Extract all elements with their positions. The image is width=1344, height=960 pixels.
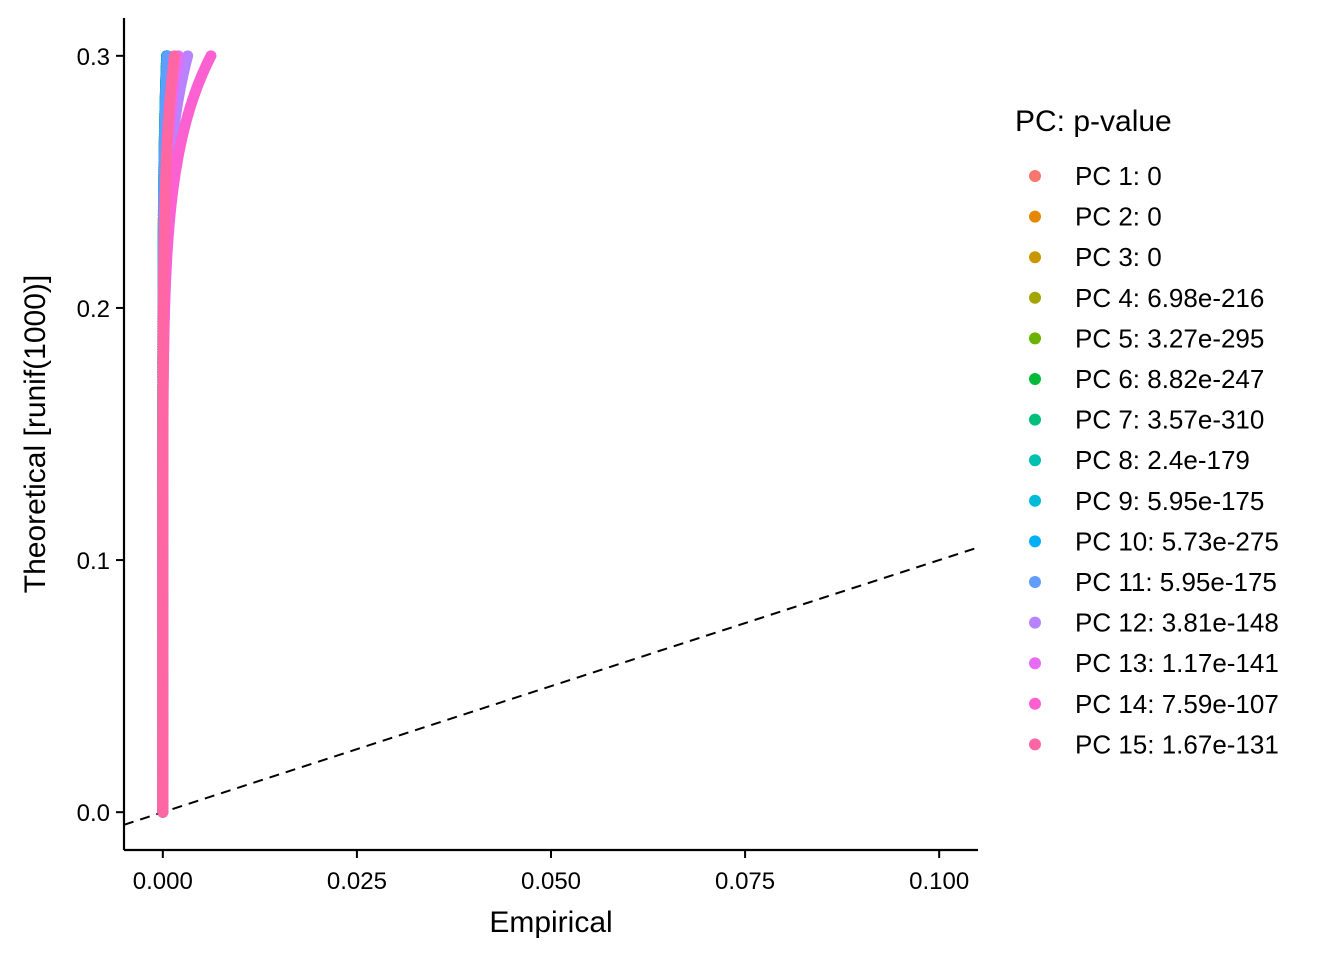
legend-label: PC 14: 7.59e-107 bbox=[1075, 689, 1279, 719]
legend-items: PC 1: 0 PC 2: 0 PC 3: 0 PC 4: 6.98e-216 PC 5… bbox=[1029, 161, 1279, 759]
legend-swatch bbox=[1029, 413, 1041, 426]
legend-item: PC 2: 0 bbox=[1029, 202, 1162, 232]
data-point bbox=[168, 50, 180, 62]
x-axis-ticks: 0.000 0.025 0.050 0.075 0.100 bbox=[133, 850, 969, 895]
legend-item: PC 8: 2.4e-179 bbox=[1029, 445, 1250, 475]
legend-item: PC 4: 6.98e-216 bbox=[1029, 283, 1264, 313]
legend-swatch bbox=[1029, 576, 1041, 588]
reference-line bbox=[124, 546, 978, 826]
legend-item: PC 10: 5.73e-275 bbox=[1029, 526, 1279, 556]
legend-swatch bbox=[1029, 373, 1041, 385]
legend-label: PC 10: 5.73e-275 bbox=[1075, 526, 1279, 556]
y-tick-label: 0.2 bbox=[77, 296, 110, 323]
x-tick-label: 0.000 bbox=[133, 868, 193, 895]
y-tick-label: 0.3 bbox=[77, 44, 110, 71]
x-tick-label: 0.050 bbox=[521, 868, 581, 895]
legend-item: PC 12: 3.81e-148 bbox=[1029, 608, 1279, 638]
legend-item: PC 13: 1.17e-141 bbox=[1029, 648, 1279, 678]
data-points bbox=[157, 50, 217, 818]
legend-title: PC: p-value bbox=[1015, 105, 1172, 138]
legend-item: PC 9: 5.95e-175 bbox=[1029, 486, 1264, 516]
y-tick-label: 0.1 bbox=[77, 548, 110, 575]
y-tick-label: 0.0 bbox=[77, 800, 110, 827]
legend-swatch bbox=[1029, 535, 1041, 548]
legend-item: PC 11: 5.95e-175 bbox=[1029, 567, 1277, 597]
legend-item: PC 15: 1.67e-131 bbox=[1029, 729, 1279, 759]
x-axis-title: Empirical bbox=[489, 906, 612, 939]
legend-label: PC 2: 0 bbox=[1075, 202, 1162, 232]
legend-label: PC 15: 1.67e-131 bbox=[1075, 729, 1279, 759]
legend-label: PC 4: 6.98e-216 bbox=[1075, 283, 1264, 313]
legend-label: PC 5: 3.27e-295 bbox=[1075, 323, 1264, 353]
legend-item: PC 14: 7.59e-107 bbox=[1029, 689, 1279, 719]
legend-label: PC 8: 2.4e-179 bbox=[1075, 445, 1250, 475]
legend-item: PC 7: 3.57e-310 bbox=[1029, 405, 1264, 435]
data-point bbox=[182, 50, 194, 62]
x-tick-label: 0.075 bbox=[715, 868, 775, 895]
series-15-points bbox=[157, 50, 180, 818]
legend-item: PC 1: 0 bbox=[1029, 161, 1162, 191]
legend-swatch bbox=[1029, 251, 1041, 264]
legend-label: PC 3: 0 bbox=[1075, 242, 1162, 272]
legend-swatch bbox=[1029, 738, 1041, 751]
legend-swatch bbox=[1029, 697, 1041, 710]
legend-label: PC 6: 8.82e-247 bbox=[1075, 364, 1264, 394]
legend-label: PC 7: 3.57e-310 bbox=[1075, 405, 1264, 435]
legend-swatch bbox=[1029, 454, 1041, 467]
y-axis-title: Theoretical [runif(1000)] bbox=[19, 275, 52, 594]
legend-label: PC 13: 1.17e-141 bbox=[1075, 648, 1279, 678]
legend-swatch bbox=[1029, 657, 1041, 670]
legend-item: PC 5: 3.27e-295 bbox=[1029, 323, 1264, 353]
legend-swatch bbox=[1029, 494, 1041, 507]
legend-swatch bbox=[1029, 210, 1041, 223]
legend-item: PC 3: 0 bbox=[1029, 242, 1162, 272]
legend-label: PC 11: 5.95e-175 bbox=[1075, 567, 1277, 597]
legend-swatch bbox=[1029, 616, 1041, 629]
y-axis-ticks: 0.0 0.1 0.2 0.3 bbox=[77, 44, 124, 827]
legend-swatch bbox=[1029, 170, 1041, 182]
x-tick-label: 0.100 bbox=[909, 868, 969, 895]
legend-swatch bbox=[1029, 291, 1041, 304]
legend-swatch bbox=[1029, 332, 1041, 345]
data-point bbox=[205, 50, 217, 62]
legend-label: PC 12: 3.81e-148 bbox=[1075, 608, 1279, 638]
legend-item: PC 6: 8.82e-247 bbox=[1029, 364, 1264, 394]
legend-label: PC 9: 5.95e-175 bbox=[1075, 486, 1264, 516]
x-tick-label: 0.025 bbox=[327, 868, 387, 895]
legend-label: PC 1: 0 bbox=[1075, 161, 1162, 191]
legend: PC: p-value PC 1: 0 PC 2: 0 PC 3: 0 PC 4: 6… bbox=[1015, 105, 1279, 759]
